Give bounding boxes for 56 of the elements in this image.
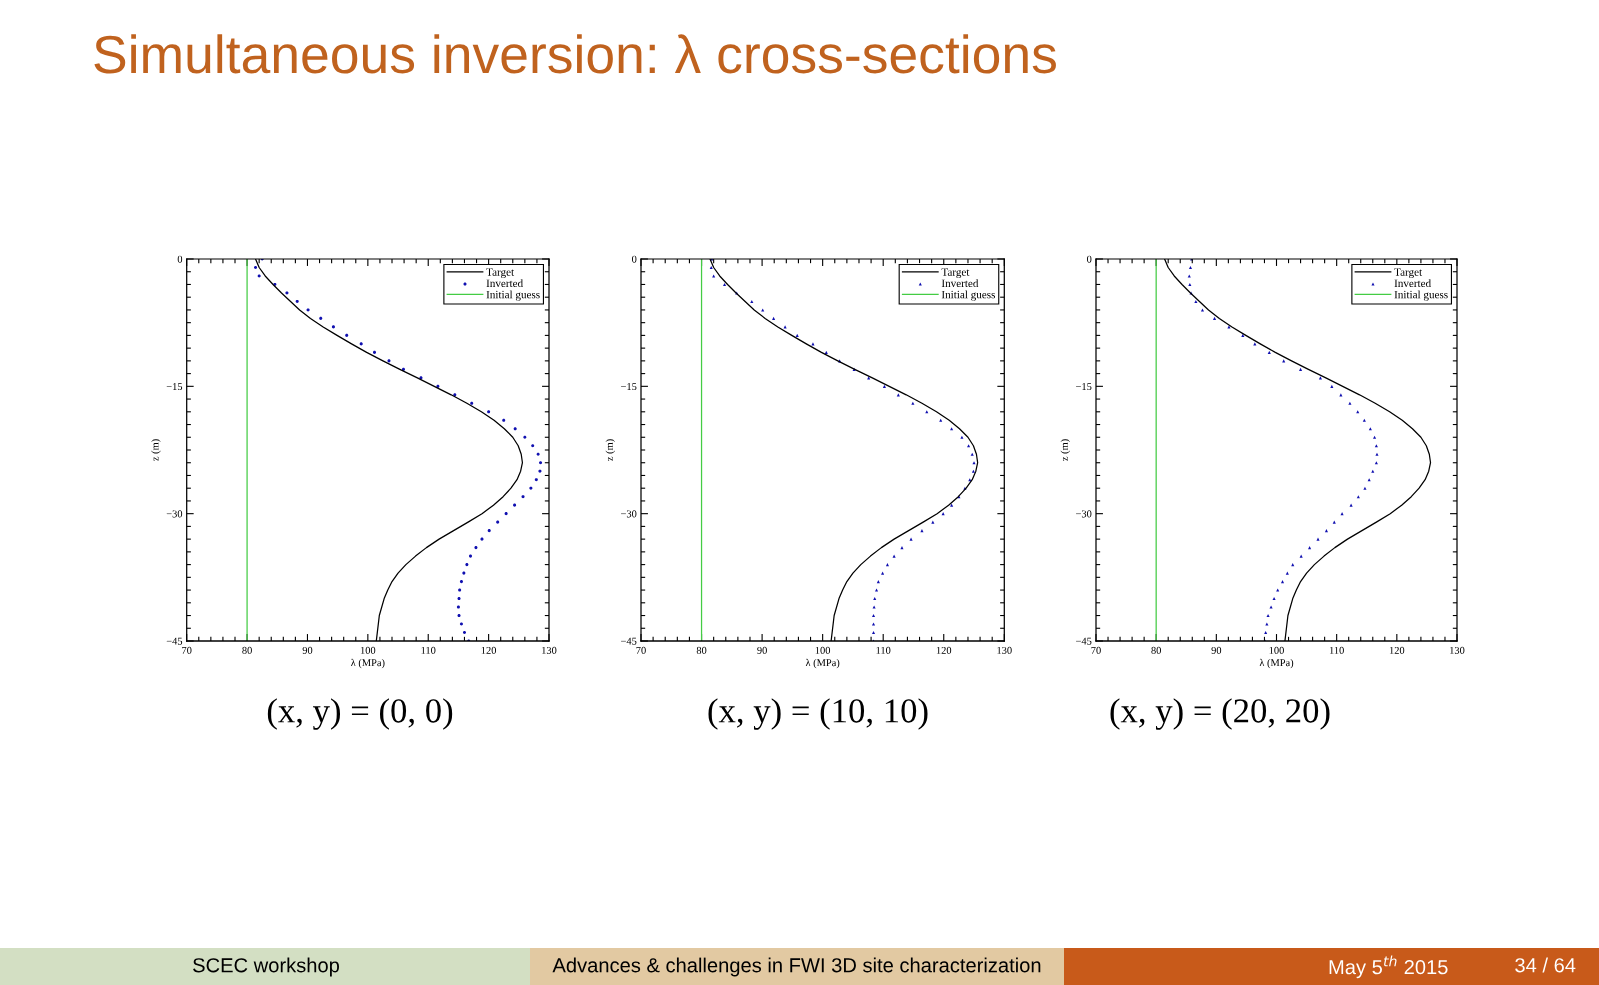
legend-label: Target (1394, 268, 1423, 279)
x-tick-label: 80 (696, 646, 707, 654)
text: (x, y) = (20, 20) (1110, 698, 1330, 730)
x-tick-label: 110 (876, 646, 891, 654)
text: (x, y) = (0, 0) (267, 698, 453, 730)
x-tick-label: 110 (1329, 646, 1344, 654)
x-tick-label: 100 (815, 646, 831, 654)
x-tick-label: 90 (757, 646, 767, 654)
x-tick-label: 120 (481, 646, 497, 654)
y-axis-title: z (m) (1060, 439, 1070, 461)
x-tick-label: 90 (1211, 646, 1222, 654)
x-tick-label: 80 (1151, 646, 1161, 654)
x-axis-title: λ (MPa) (805, 658, 840, 669)
x-tick-label: 120 (936, 646, 952, 654)
x-axis-title: λ (MPa) (350, 658, 385, 669)
legend-label: Target (941, 268, 970, 279)
text: (x, y) = (10, 10) (708, 698, 928, 730)
y-tick-label: 0 (632, 255, 637, 263)
x-tick-label: 70 (182, 646, 192, 654)
text: SCEC workshop (193, 957, 340, 977)
x-tick-label: 90 (302, 646, 313, 654)
x-tick-label: 130 (542, 646, 557, 654)
y-tick-label: −30 (166, 510, 183, 518)
x-tick-label: 110 (421, 646, 436, 654)
y-axis-title: z (m) (605, 439, 615, 461)
y-tick-label: −45 (1076, 637, 1092, 645)
y-tick-label: −30 (1076, 510, 1092, 518)
text: May 5$^{th}$ 2015 (1329, 955, 1448, 979)
x-tick-label: 80 (242, 646, 252, 654)
x-tick-label: 130 (997, 646, 1012, 654)
y-tick-label: −15 (621, 383, 637, 391)
legend-label: Initial guess (486, 290, 540, 301)
y-tick-label: −30 (621, 510, 637, 518)
y-tick-label: 0 (177, 255, 183, 263)
x-axis-title: λ (MPa) (1259, 658, 1294, 669)
legend-label: Inverted (1394, 279, 1431, 288)
x-tick-label: 130 (1450, 646, 1465, 654)
x-tick-label: 120 (1389, 646, 1405, 654)
x-tick-label: 70 (636, 646, 646, 654)
y-tick-label: 0 (1087, 255, 1092, 263)
legend-label: Inverted (941, 279, 979, 288)
x-tick-label: 70 (1091, 646, 1101, 654)
legend-label: Initial guess (941, 290, 996, 301)
x-tick-label: 100 (360, 646, 376, 654)
text: 34 / 64 (1515, 957, 1576, 973)
y-tick-label: −15 (1076, 383, 1092, 391)
legend-label: Target (486, 268, 515, 279)
text: Simultaneous inversion: λ cross-sections (94, 34, 1056, 74)
legend-label: Initial guess (1394, 290, 1448, 301)
y-tick-label: −15 (166, 383, 183, 391)
y-tick-label: −45 (621, 637, 637, 645)
y-axis-title: z (m) (151, 439, 161, 461)
x-tick-label: 100 (1269, 646, 1284, 654)
y-tick-label: −45 (166, 637, 183, 645)
text: Advances & challenges in FWI 3D site characterization (552, 957, 1041, 977)
legend-label: Inverted (486, 279, 523, 288)
